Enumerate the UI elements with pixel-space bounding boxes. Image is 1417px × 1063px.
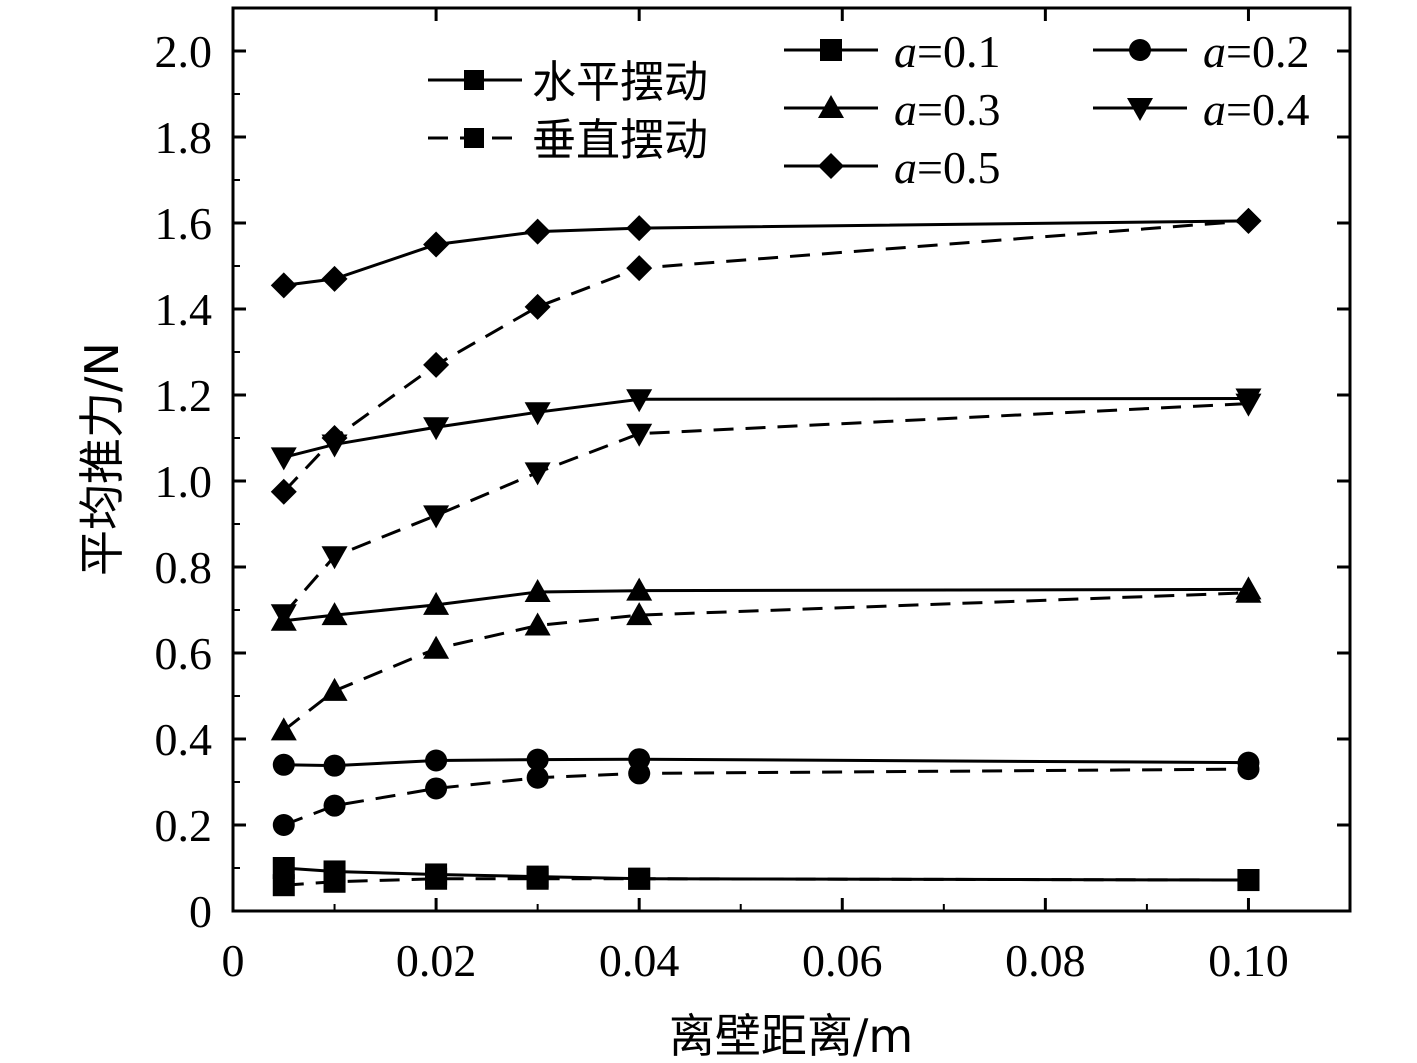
data-point [323,870,346,893]
data-point [270,604,297,628]
data-point [626,389,653,413]
data-point [526,748,549,771]
x-tick-label: 0 [222,935,245,986]
y-tick-label: 1.2 [155,370,213,421]
legend-marker [818,153,844,179]
legend-label: a=0.1 [894,26,1000,77]
data-point [423,635,450,659]
legend-marker-sample [464,70,484,90]
data-point [423,351,450,378]
legend-label: a=0.3 [894,84,1000,135]
y-tick-label: 0.8 [155,542,213,593]
legend-marker [820,39,842,61]
data-point [423,591,450,615]
legend-label: 垂直摆动 [532,115,708,166]
data-point [425,867,448,890]
data-point [526,867,549,890]
legend-marker [1127,98,1153,121]
data-point [628,867,651,890]
data-point [1235,393,1262,417]
data-point [321,265,348,292]
series-line [282,402,1249,616]
legend-label: a=0.5 [894,142,1000,193]
series-line [283,396,1249,459]
x-tick-label: 0.06 [802,935,883,986]
y-tick-label: 0.4 [155,714,213,765]
data-point [423,505,450,529]
data-point [321,602,348,626]
x-tick-label: 0.10 [1208,935,1289,986]
legend-marker [818,95,844,118]
data-point [270,447,297,471]
series-line [283,587,1249,623]
data-point [626,577,653,601]
data-point [272,814,295,836]
data-point [524,218,551,245]
x-tick-label: 0.02 [396,935,477,986]
data-point [423,231,450,258]
series-line [282,219,1249,493]
data-point [272,857,295,879]
y-tick-label: 0.6 [155,628,213,679]
series-line [283,767,1249,827]
data-point [1237,869,1260,892]
x-tick-label: 0.04 [599,935,680,986]
plot-frame [231,6,1352,913]
y-axis-title: 平均推力/N [75,342,129,576]
data-point [626,255,653,282]
legend-marker [1129,39,1151,61]
x-tick-label: 0.08 [1005,935,1086,986]
axes [231,6,1352,913]
data-point [321,546,348,570]
data-point [524,578,551,602]
x-axis-title: 离壁距离/m [669,1009,913,1063]
y-tick-label: 0.2 [155,800,213,851]
y-tick-label: 1.0 [155,456,213,507]
data-point [524,462,551,486]
data-point [321,677,348,701]
data-point [270,272,297,299]
data-point [1237,758,1260,781]
legend-label: a=0.4 [1203,84,1309,135]
y-tick-label: 1.8 [155,112,213,163]
data-point [628,762,651,785]
data-point [526,766,549,789]
data-point [270,717,297,741]
data-point [272,874,295,897]
y-tick-label: 2.0 [155,26,213,77]
data-point [524,612,551,636]
y-tick-label: 0 [189,886,212,937]
data-point [425,749,448,772]
legend-marker-sample [464,128,484,148]
data-point [323,754,346,777]
data-point [524,293,551,320]
data-point [423,417,450,441]
data-point [626,423,653,447]
data-point [321,425,348,451]
data-point [323,794,346,817]
data-point [524,402,551,426]
data-point [626,602,653,626]
legend-label: 水平摆动 [532,57,708,108]
data-point [272,753,295,776]
data-point [1235,207,1262,234]
y-tick-label: 1.6 [155,198,213,249]
series-line [283,219,1249,287]
data-point [626,215,653,242]
legend-label: a=0.2 [1203,26,1309,77]
data-point [1235,579,1262,603]
ticks: 0 0.02 0.04 0.06 0.08 0.10 0 0.2 0.4 0.6 0.8 1.0 1.2… [155,8,1350,986]
data-point [425,777,448,800]
y-tick-label: 1.4 [155,284,213,335]
data-point [270,478,297,505]
series-layer [270,207,1262,897]
series-line [282,591,1249,732]
